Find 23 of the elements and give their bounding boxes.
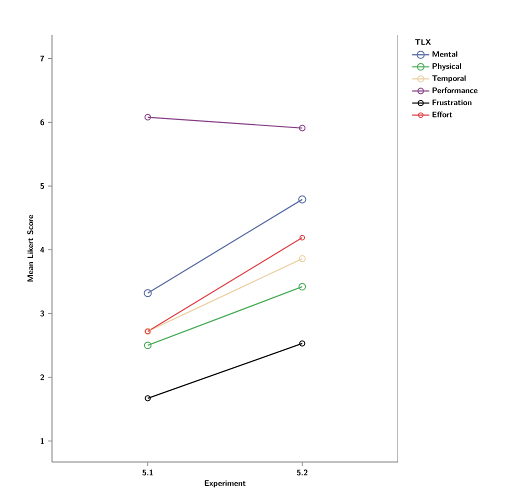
y-tick-label: 3 (40, 310, 44, 316)
y-tick-label: 2 (40, 374, 44, 380)
x-tick-label: 5.1 (142, 470, 153, 476)
y-tick-label: 4 (40, 247, 44, 253)
point (298, 195, 306, 204)
legend-label: Effort (432, 112, 452, 118)
y-axis-title: Mean Likert Score (27, 215, 34, 282)
point (144, 342, 152, 350)
point (298, 255, 306, 262)
x-tick-label: 5.2 (296, 470, 308, 476)
legend-label: Physical (432, 63, 462, 71)
point (298, 282, 306, 291)
y-tick-label: 6 (40, 119, 44, 126)
legend-title: TLX (415, 39, 431, 45)
y-tick-label: 5 (40, 183, 44, 189)
y-tick-label: 1 (40, 438, 44, 444)
y-tick-label: 7 (40, 56, 44, 62)
point (144, 289, 152, 298)
legend-label: Mental (432, 51, 458, 57)
legend-label: Temporal (432, 75, 466, 82)
legend-label: Performance (432, 87, 478, 94)
legend-label: Frustration (432, 100, 472, 106)
x-axis-title: Experiment (204, 480, 246, 488)
